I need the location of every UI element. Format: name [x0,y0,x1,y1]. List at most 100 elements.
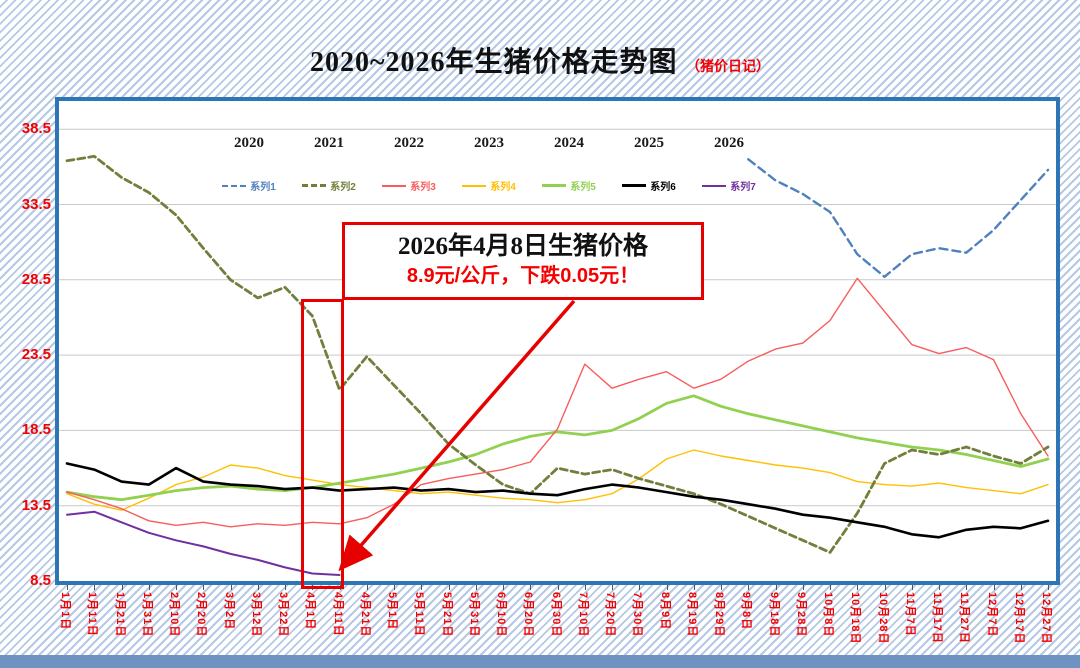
x-axis-tick [911,585,913,590]
x-axis-label: 2月10日 [168,592,180,638]
series-line-系列6 [65,462,1050,539]
legend-label: 系列4 [490,182,516,193]
x-axis-tick [176,585,177,590]
x-axis-label: 10月8日 [822,592,834,638]
legend-col-2025: 2025 系列6 [609,135,689,193]
y-axis-label: 33.5 [21,195,51,213]
series-line-系列2 [65,154,1050,554]
y-axis-label: 38.5 [21,120,51,138]
legend-label: 系列7 [730,182,756,193]
x-axis-tick [693,585,695,590]
x-axis-tick [121,585,123,590]
legend-col-2022: 2022 系列3 [369,135,449,193]
y-axis-label: 23.5 [21,346,51,364]
chart-subtitle: （猪价日记） [686,60,770,75]
x-axis-label: 4月21日 [358,592,371,638]
x-axis-tick [830,585,831,590]
legend-label: 系列2 [330,182,356,193]
x-axis-tick [285,585,286,590]
x-axis-tick [94,585,96,590]
chart-title: 2020~2026年生猪价格走势图 [309,47,678,78]
legend-line-sample-icon [382,184,407,187]
legend-label: 系列6 [650,182,676,193]
x-axis-label: 9月18日 [767,592,780,638]
x-axis-tick [966,585,968,590]
legend-entry-系列7: 系列7 [702,178,756,193]
chart-legend: 2020 系列1 2021 系列2 2022 系列3 2023 系列4 2024 系列5 2025 系… [209,135,769,193]
x-axis-label: 5月31日 [467,592,480,638]
x-axis-tick [748,585,750,590]
x-axis-tick [802,585,804,590]
x-axis-tick [857,585,859,590]
x-axis-tick [1048,585,1049,590]
legend-col-2023: 2023 系列4 [449,135,529,193]
legend-label: 系列5 [570,182,596,193]
series-line-系列4 [66,449,1049,511]
x-axis-label: 1月11日 [86,592,99,637]
x-axis-tick [67,585,68,590]
legend-entry-系列1: 系列1 [222,178,276,193]
legend-year-2022: 2022 [394,135,424,151]
x-axis-label: 1月1日 [59,592,71,631]
x-axis-label: 8月19日 [685,592,698,638]
legend-year-2023: 2023 [474,135,504,151]
x-axis-tick [503,585,504,590]
legend-col-2020: 2020 系列1 [209,135,289,193]
x-axis-label: 10月28日 [876,592,889,645]
x-axis-tick [257,585,259,590]
x-axis-label: 5月11日 [413,592,426,637]
x-axis-tick [639,585,641,590]
legend-line-sample-icon [462,184,487,187]
x-axis-tick [775,585,777,590]
x-axis-label: 6月10日 [495,592,507,638]
x-axis-label: 4月1日 [304,592,317,631]
x-axis-label: 6月30日 [549,592,562,638]
x-axis-tick [1020,585,1022,590]
x-axis-tick [448,585,450,590]
x-axis-label: 3月22日 [277,592,289,638]
y-axis-label: 13.5 [21,496,51,514]
x-axis-tick [557,585,559,590]
x-axis-label: 7月10日 [576,592,589,638]
plot-area: 2020 系列1 2021 系列2 2022 系列3 2023 系列4 2024 系列5 2025 系… [55,97,1060,585]
x-axis-tick [475,585,477,590]
x-axis-label: 7月30日 [631,592,644,638]
legend-col-2021: 2021 系列2 [289,135,369,193]
series-line-系列5 [65,394,1050,502]
x-axis-tick [721,585,722,590]
legend-entry-系列5: 系列5 [542,178,596,193]
legend-year-2025: 2025 [634,135,664,151]
legend-line-sample-icon [702,184,727,187]
x-axis-label: 1月21日 [113,592,126,638]
legend-entry-系列6: 系列6 [622,178,676,193]
x-axis-label: 9月28日 [794,592,807,638]
x-axis-label: 3月12日 [249,592,262,638]
x-axis-tick [366,585,368,590]
x-axis-tick [394,585,395,590]
x-axis-label: 3月2日 [222,592,235,631]
annotation-title: 2026年4月8日生猪价格 [397,233,648,260]
legend-col-2024: 2024 系列5 [529,135,609,193]
legend-label: 系列1 [250,182,276,193]
x-axis-label: 12月17日 [1012,592,1025,645]
legend-year-2024: 2024 [554,135,584,151]
x-axis-label: 7月20日 [604,592,616,638]
y-axis-label: 8.5 [30,572,51,589]
x-axis-label: 8月29日 [713,592,725,638]
x-axis-tick [612,585,613,590]
legend-year-2020: 2020 [234,135,264,151]
x-axis-label: 11月7日 [903,592,916,637]
x-axis-tick [884,585,886,590]
x-axis-label: 6月20日 [522,592,535,638]
x-axis-tick [148,585,150,590]
x-axis-label: 11月27日 [958,592,971,644]
legend-line-sample-icon [222,184,247,187]
x-axis-label: 12月7日 [985,592,998,638]
y-axis-label: 28.5 [21,270,51,288]
legend-col-2026: 2026 系列7 [689,135,769,193]
bottom-strip [0,655,1080,668]
annotation-box: 2026年4月8日生猪价格 8.9元/公斤，下跌0.05元！ [342,222,704,300]
legend-year-2021: 2021 [314,135,344,151]
x-axis-label: 9月8日 [740,592,753,631]
